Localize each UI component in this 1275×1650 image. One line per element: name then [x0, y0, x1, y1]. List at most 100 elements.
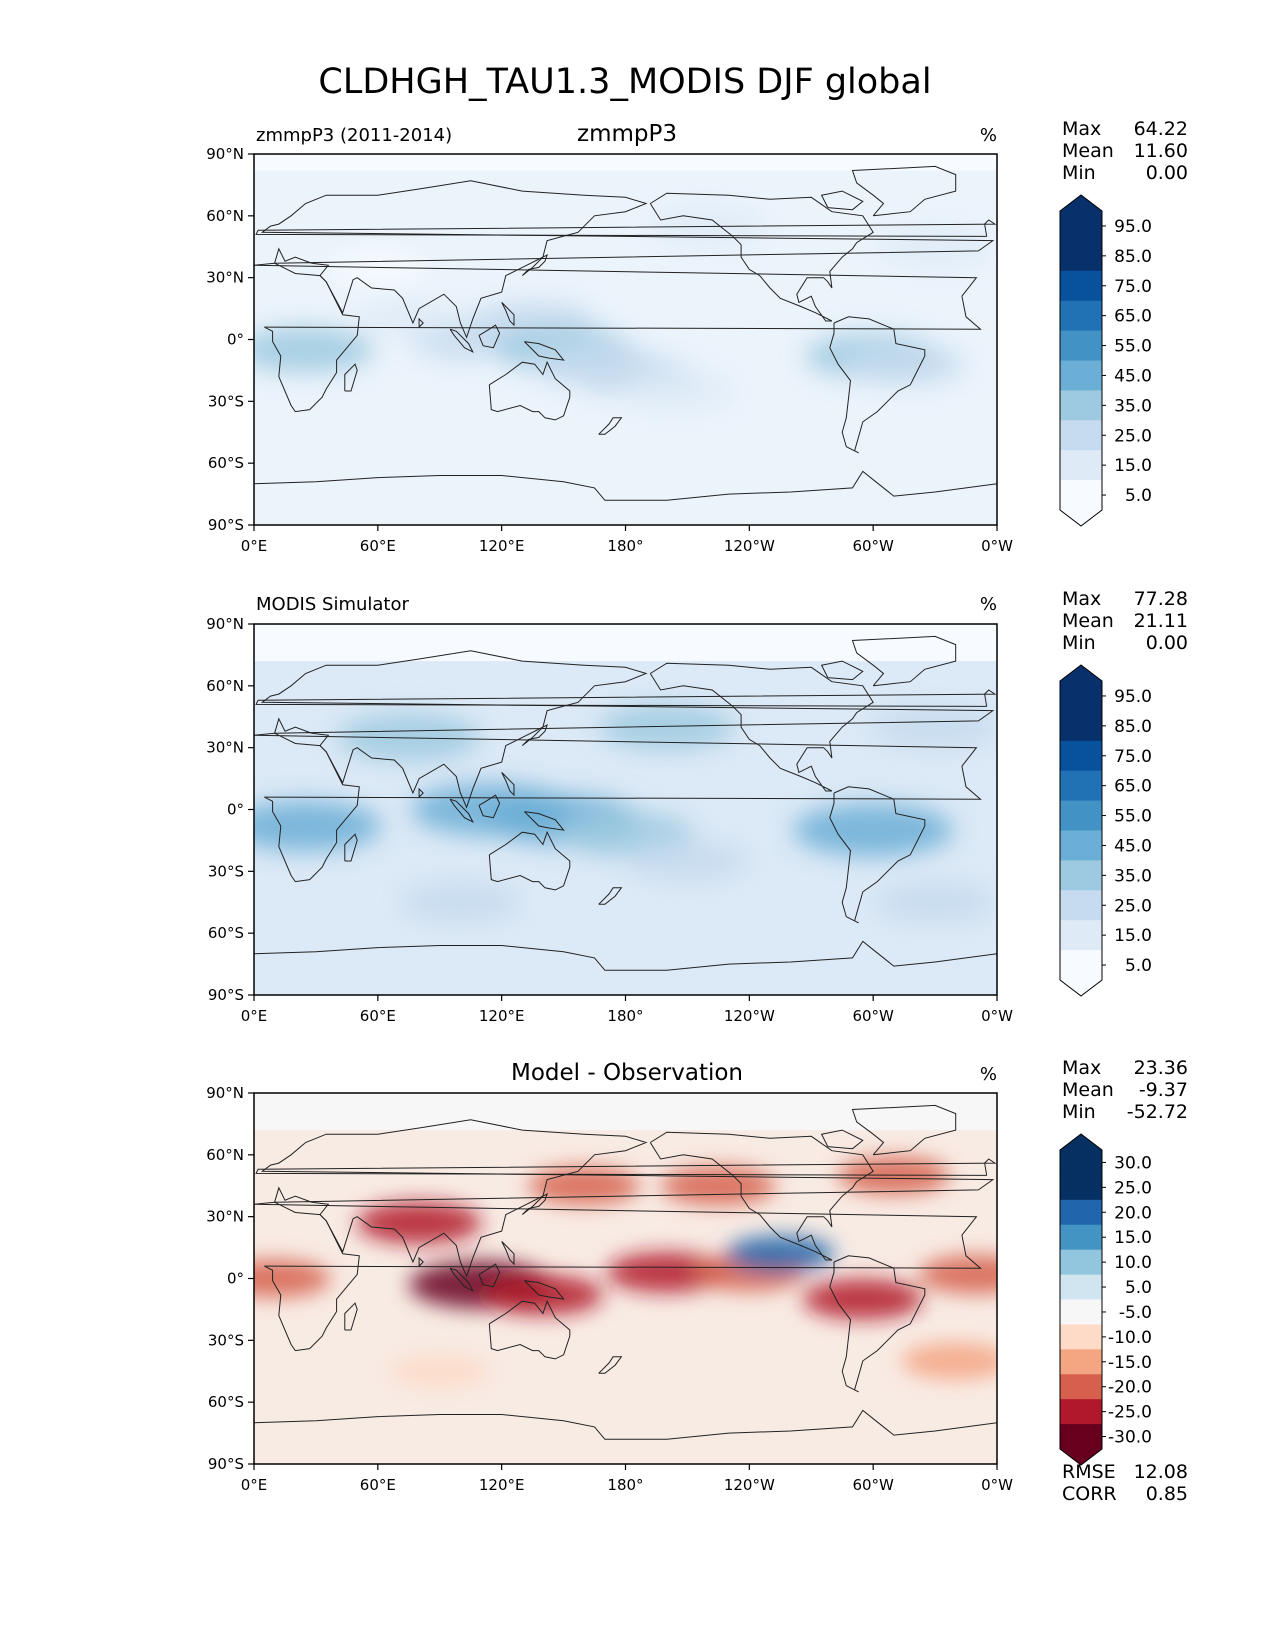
colorbar-segment	[1060, 830, 1102, 861]
coastline-samerica	[829, 786, 926, 924]
colorbar-segment	[1060, 480, 1102, 511]
panel-model: zmmpP3 (2011-2014) zmmpP3 % 0°E 60°E 120°E…	[206, 118, 1188, 555]
colorbar-label: 25.0	[1114, 896, 1152, 916]
y-tick-label: 30°N	[206, 269, 244, 287]
field-feature	[254, 1259, 331, 1298]
colorbar: 5.0 15.0 25.0 35.0 45.0 55.0 65.0 75.0 85.0 95.0	[1059, 194, 1152, 527]
x-tick-label: 60°E	[360, 537, 396, 555]
coastline-namerica	[649, 662, 874, 792]
colorbar-label: 85.0	[1114, 247, 1152, 267]
colorbar-segment	[1060, 1374, 1102, 1400]
coastline-samerica	[829, 316, 926, 454]
map-area	[254, 1093, 997, 1464]
panel-observation-left-label: MODIS Simulator	[256, 594, 409, 615]
x-tick-label: 60°W	[852, 1476, 894, 1494]
colorbar-outline	[1059, 1133, 1103, 1466]
colorbar-label: -10.0	[1108, 1328, 1152, 1348]
y-tick-label: 90°S	[208, 516, 244, 534]
colorbar-label: 95.0	[1114, 217, 1152, 237]
stat-label: Mean	[1062, 610, 1114, 632]
coastline-australia	[488, 830, 571, 891]
stat-value: 21.11	[1134, 610, 1188, 632]
colorbar-segment	[1060, 1174, 1102, 1201]
field-feature	[918, 1254, 997, 1294]
x-tick-label: 0°W	[981, 1007, 1013, 1025]
colorbar-segment	[1060, 211, 1102, 242]
colorbar-segment	[1060, 1224, 1102, 1251]
field-feature	[606, 1252, 727, 1293]
y-tick-label: 0°	[227, 1270, 244, 1288]
coastline-borneo	[478, 324, 501, 349]
coastline-eurasia	[260, 1119, 995, 1278]
x-tick-label: 60°E	[360, 1007, 396, 1025]
coastline-sumatra	[449, 798, 474, 824]
stat-label: CORR	[1062, 1483, 1117, 1505]
x-tick-label: 180°	[607, 1476, 643, 1494]
x-ticks: 0°E 60°E 120°E 180° 120°W 60°W 0°W	[241, 995, 1013, 1025]
colorbar-outline	[1059, 194, 1103, 527]
field-feature	[879, 227, 992, 266]
x-tick-label: 0°W	[981, 1476, 1013, 1494]
coastline-antarctica	[254, 470, 997, 501]
coastline-newguinea	[524, 811, 565, 831]
colorbar-segment	[1060, 1199, 1102, 1226]
colorbar-segment	[1060, 450, 1102, 481]
field-feature	[627, 840, 748, 882]
coastlines	[254, 1104, 997, 1440]
stats-block: Max 23.36 Mean -9.37 Min -52.72 RMSE 12.08 CORR 0…	[1062, 1057, 1188, 1505]
y-tick-label: 90°S	[208, 986, 244, 1004]
colorbar-label: 5.0	[1125, 486, 1152, 506]
y-tick-label: 30°S	[208, 862, 244, 880]
coastline-newguinea	[524, 1280, 565, 1300]
coastline-antarctica	[254, 940, 997, 971]
x-ticks: 0°E 60°E 120°E 180° 120°W 60°W 0°W	[241, 1464, 1013, 1494]
colorbar-segment	[1060, 300, 1102, 332]
field-feature	[660, 1166, 776, 1206]
stat-label: Mean	[1062, 140, 1114, 162]
figure-title: CLDHGH_TAU1.3_MODIS DJF global	[318, 62, 931, 102]
y-tick-label: 0°	[227, 801, 244, 819]
colorbar-label: 45.0	[1114, 366, 1152, 386]
x-tick-label: 120°E	[479, 1476, 525, 1494]
colorbar-segment	[1060, 360, 1102, 391]
coastline-philippines	[501, 302, 515, 327]
coastlines	[254, 635, 997, 971]
coastline-uk	[255, 689, 997, 707]
coastline-borneo	[478, 1263, 501, 1288]
panel-model-left-label: zmmpP3 (2011-2014)	[256, 125, 452, 146]
x-ticks: 0°E 60°E 120°E 180° 120°W 60°W 0°W	[241, 525, 1013, 555]
map-area	[254, 154, 997, 525]
coastline-greenland	[851, 635, 957, 687]
stat-value: 0.00	[1146, 162, 1188, 184]
y-tick-label: 30°S	[208, 1331, 244, 1349]
field-feature	[901, 1342, 997, 1380]
colorbar-label: 25.0	[1114, 426, 1152, 446]
colorbar-segment	[1060, 1299, 1102, 1325]
stat-label: Mean	[1062, 1079, 1114, 1101]
colorbar-segment	[1060, 270, 1102, 302]
colorbar-segment	[1060, 1424, 1102, 1450]
colorbar-label: 65.0	[1114, 307, 1152, 327]
colorbar-segment	[1060, 1324, 1102, 1350]
y-tick-label: 30°S	[208, 392, 244, 410]
stat-value: 77.28	[1134, 588, 1188, 610]
y-ticks: 90°N 60°N 30°N 0° 30°S 60°S 90°S	[206, 615, 254, 1004]
colorbar-label: 5.0	[1125, 956, 1152, 976]
colorbar-label: 15.0	[1114, 456, 1152, 476]
coastline-madagascar	[344, 1302, 358, 1331]
field-feature	[482, 1274, 603, 1316]
colorbar-label: 65.0	[1114, 777, 1152, 797]
coastline-africa	[254, 732, 982, 883]
y-tick-label: 90°S	[208, 1455, 244, 1473]
x-tick-label: 120°W	[724, 1007, 775, 1025]
field-feature	[871, 705, 997, 749]
colorbar-segment	[1060, 860, 1102, 891]
coastline-japan	[521, 1193, 548, 1215]
field-feature	[802, 1278, 923, 1320]
field-feature	[336, 713, 481, 762]
field-feature	[844, 343, 965, 385]
panel-observation: MODIS Simulator % 0°E 60°E 120°E 180° 120°W 6…	[206, 588, 1188, 1025]
data-field	[254, 170, 997, 525]
y-tick-label: 60°N	[206, 207, 244, 225]
